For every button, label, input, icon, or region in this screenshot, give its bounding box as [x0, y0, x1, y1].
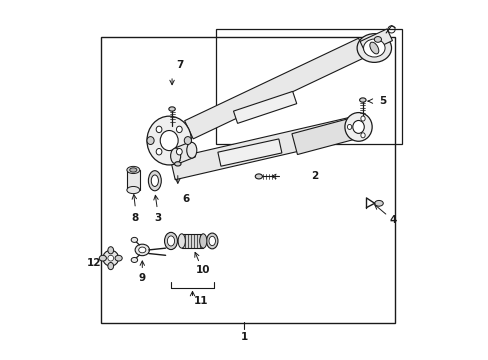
Ellipse shape [363, 39, 384, 57]
Ellipse shape [148, 171, 161, 191]
Text: 2: 2 [310, 171, 317, 181]
Ellipse shape [156, 126, 162, 132]
Ellipse shape [373, 37, 381, 42]
Text: 6: 6 [183, 194, 190, 204]
Ellipse shape [160, 131, 178, 150]
Polygon shape [359, 29, 392, 53]
Ellipse shape [184, 136, 191, 144]
Bar [215, 30, 402, 144]
Polygon shape [171, 142, 195, 164]
Text: 8: 8 [132, 213, 139, 222]
Polygon shape [170, 116, 361, 180]
Bar [101, 37, 394, 323]
Ellipse shape [255, 174, 262, 179]
Ellipse shape [352, 121, 364, 134]
Ellipse shape [99, 255, 106, 261]
Ellipse shape [360, 116, 365, 121]
Polygon shape [218, 139, 281, 166]
Ellipse shape [108, 262, 113, 270]
Ellipse shape [374, 201, 383, 206]
Ellipse shape [139, 247, 145, 253]
Ellipse shape [151, 175, 158, 186]
Ellipse shape [199, 234, 206, 248]
Ellipse shape [102, 250, 119, 266]
Ellipse shape [147, 116, 191, 165]
Ellipse shape [176, 126, 182, 132]
Ellipse shape [167, 236, 174, 246]
Ellipse shape [131, 257, 137, 262]
Text: 3: 3 [155, 213, 162, 223]
Bar [182, 234, 203, 248]
Ellipse shape [359, 98, 366, 102]
Ellipse shape [208, 236, 215, 246]
Ellipse shape [115, 255, 122, 261]
Ellipse shape [356, 34, 391, 62]
Ellipse shape [176, 148, 182, 155]
Ellipse shape [108, 247, 113, 254]
Ellipse shape [126, 186, 140, 194]
Text: 10: 10 [196, 265, 210, 275]
Ellipse shape [170, 148, 180, 164]
Ellipse shape [129, 168, 137, 172]
Ellipse shape [168, 107, 175, 111]
Text: 9: 9 [139, 273, 145, 283]
Ellipse shape [108, 255, 113, 261]
Ellipse shape [156, 148, 162, 155]
Ellipse shape [178, 234, 185, 248]
Ellipse shape [186, 142, 196, 158]
Ellipse shape [344, 113, 371, 141]
Polygon shape [291, 117, 361, 154]
Bar [126, 170, 140, 190]
Ellipse shape [126, 166, 140, 174]
Ellipse shape [174, 162, 181, 166]
Ellipse shape [147, 136, 154, 144]
Text: 11: 11 [194, 296, 208, 306]
Ellipse shape [346, 125, 351, 130]
Ellipse shape [131, 237, 137, 242]
Text: 4: 4 [389, 215, 396, 225]
Ellipse shape [135, 244, 149, 256]
Ellipse shape [369, 42, 378, 54]
Polygon shape [233, 91, 296, 123]
Text: 5: 5 [378, 96, 386, 106]
Text: 12: 12 [86, 258, 101, 268]
Ellipse shape [206, 233, 218, 249]
Polygon shape [184, 38, 366, 139]
Text: 7: 7 [176, 60, 183, 70]
Ellipse shape [164, 232, 177, 249]
Text: 1: 1 [241, 332, 247, 342]
Ellipse shape [360, 133, 365, 138]
